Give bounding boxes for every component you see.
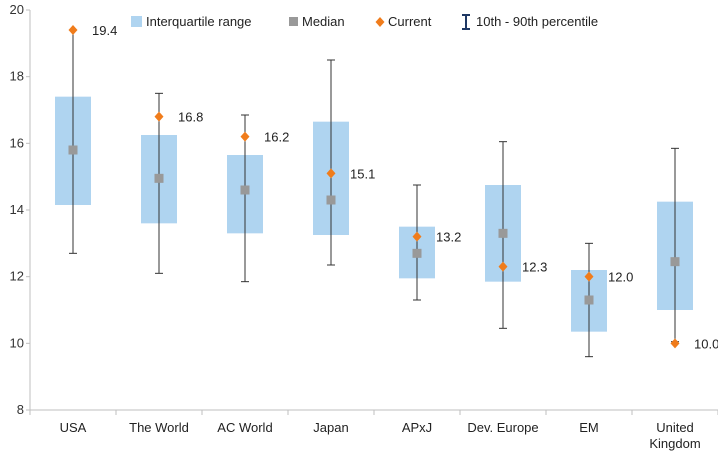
current-marker — [68, 25, 78, 35]
x-tick-label: AC World — [217, 420, 272, 435]
current-marker — [154, 111, 164, 122]
legend-iqr-label: Interquartile range — [146, 14, 252, 29]
median-marker — [154, 173, 164, 183]
x-tick-label-line: United — [656, 420, 694, 435]
current-marker — [584, 271, 594, 282]
current-marker — [326, 168, 336, 179]
current-value-label: 12.3 — [522, 260, 547, 275]
y-tick-label: 12 — [10, 269, 24, 284]
current-marker — [240, 131, 250, 142]
current-value-label: 16.8 — [178, 110, 203, 125]
current-value-label: 16.2 — [264, 130, 289, 145]
x-tick-label-line: EM — [579, 420, 599, 435]
y-tick-label: 14 — [10, 202, 24, 217]
x-tick-label: Japan — [313, 420, 348, 435]
legend-current-label: Current — [388, 14, 432, 29]
current-marker — [412, 231, 422, 242]
x-tick-label: EM — [579, 420, 599, 435]
median-marker — [68, 145, 78, 155]
x-tick-label-line: Japan — [313, 420, 348, 435]
current-value-label: 15.1 — [350, 166, 375, 181]
x-tick-label: Dev. Europe — [467, 420, 538, 435]
x-tick-label: APxJ — [402, 420, 432, 435]
current-marker — [670, 338, 680, 349]
y-tick-label: 8 — [17, 402, 24, 417]
legend-current-swatch — [375, 17, 385, 27]
y-axis: 8 10 12 14 16 18 20 — [10, 2, 31, 417]
plot-area: 19.4 16.8 16.2 15.1 13.2 12.3 12.0 10.0 — [55, 23, 718, 358]
current-value-label: 13.2 — [436, 230, 461, 245]
x-tick-label-line: AC World — [217, 420, 272, 435]
y-tick-label: 18 — [10, 69, 24, 84]
median-marker — [670, 257, 680, 267]
legend-median-swatch — [289, 17, 298, 26]
median-marker — [584, 295, 594, 305]
y-tick-label: 20 — [10, 2, 24, 17]
median-marker — [412, 248, 422, 258]
x-tick-label: USA — [60, 420, 87, 435]
current-marker — [498, 261, 508, 272]
current-value-label: 10.0 — [694, 336, 718, 351]
median-marker — [240, 185, 250, 195]
x-tick-label-line: Dev. Europe — [467, 420, 538, 435]
x-axis: USA The World AC World Japan APxJ Dev. Europe… — [29, 409, 718, 451]
median-marker — [326, 195, 336, 205]
y-tick-label: 16 — [10, 135, 24, 150]
x-tick-label-line: APxJ — [402, 420, 432, 435]
x-tick-label-line: USA — [60, 420, 87, 435]
legend-range-label: 10th - 90th percentile — [476, 14, 598, 29]
legend: Interquartile range Median Current 10th - 9… — [131, 14, 598, 30]
current-value-label: 19.4 — [92, 23, 117, 38]
x-tick-label: United Kingdom — [649, 420, 700, 451]
x-tick-label-line: The World — [129, 420, 189, 435]
legend-iqr-swatch — [131, 16, 142, 27]
x-tick-label: The World — [129, 420, 189, 435]
current-value-label: 12.0 — [608, 270, 633, 285]
x-tick-label-line: Kingdom — [649, 436, 700, 451]
y-tick-label: 10 — [10, 335, 24, 350]
median-marker — [498, 228, 508, 238]
legend-median-label: Median — [302, 14, 345, 29]
